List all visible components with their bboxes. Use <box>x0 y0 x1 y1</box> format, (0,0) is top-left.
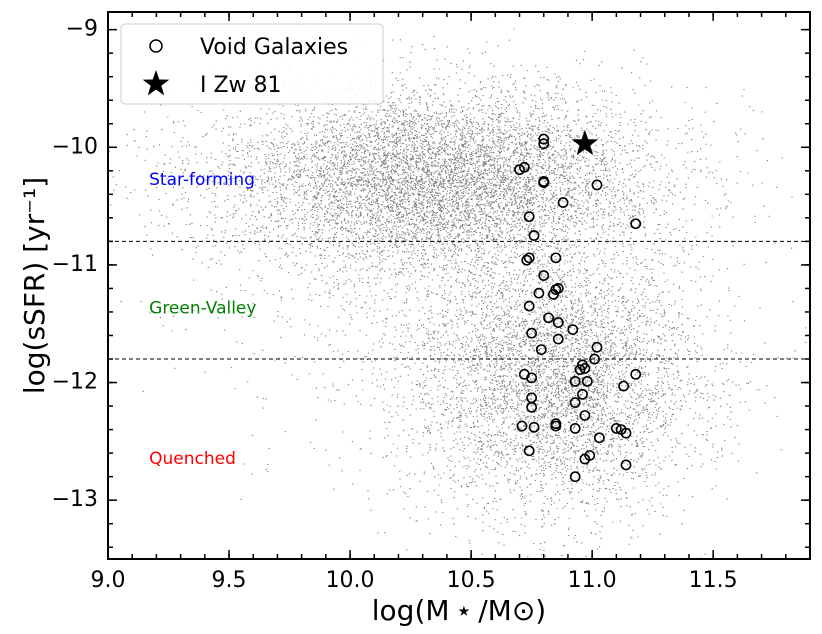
void-galaxy-point <box>523 445 535 457</box>
void-galaxy-point <box>518 161 530 173</box>
y-tick-label: −10 <box>52 134 98 159</box>
izw81-marker <box>571 129 599 156</box>
void-galaxy-point <box>523 252 535 264</box>
region-label: Quenched <box>149 449 236 469</box>
background-galaxy-points <box>108 24 807 559</box>
void-galaxy-point <box>523 211 535 223</box>
void-galaxy-point <box>528 421 540 433</box>
x-tick-label: 9.5 <box>212 568 247 593</box>
void-galaxy-markers <box>514 133 642 483</box>
y-tick-label: −13 <box>52 487 98 512</box>
region-labels: Star-forming Green-Valley Quenched <box>149 170 256 469</box>
y-tick-labels: −9 −10 −11 −12 −13 <box>52 17 98 513</box>
void-galaxy-point <box>594 432 605 444</box>
y-axis-label: log(sSFR) [yr⁻¹] <box>18 177 51 394</box>
x-tick-label: 9.0 <box>91 568 126 593</box>
void-galaxy-point <box>557 197 569 208</box>
void-galaxy-point <box>569 397 581 408</box>
void-galaxy-point <box>579 363 591 374</box>
void-galaxy-point <box>538 138 550 150</box>
legend-star-icon <box>142 70 170 96</box>
void-galaxy-point <box>526 327 538 339</box>
void-galaxy-point <box>552 317 564 328</box>
legend-label-izw81: I Zw 81 <box>200 73 282 98</box>
threshold-lines <box>108 240 810 360</box>
void-galaxy-point <box>574 364 586 376</box>
legend-label-void-galaxies: Void Galaxies <box>200 35 348 60</box>
void-galaxy-point <box>538 270 550 281</box>
legend: Void Galaxies I Zw 81 <box>120 23 384 105</box>
void-galaxy-point <box>516 420 528 432</box>
x-tick-label: 10.0 <box>326 568 375 593</box>
void-galaxy-point <box>589 353 600 365</box>
legend-void-marker <box>149 39 163 53</box>
x-axis-label: log(M ⋆ /M⊙) <box>372 594 546 627</box>
void-galaxy-point <box>630 218 642 230</box>
void-galaxy-point <box>523 300 535 312</box>
izw81-star <box>571 129 599 156</box>
void-galaxy-point <box>591 341 603 353</box>
void-galaxy-point <box>567 324 579 336</box>
void-galaxy-point <box>610 423 622 434</box>
void-galaxy-point <box>526 392 538 404</box>
y-tick-label: −12 <box>52 370 98 395</box>
void-galaxy-point <box>538 175 550 187</box>
void-galaxy-point <box>618 380 630 392</box>
void-galaxy-point <box>569 471 581 483</box>
background-points-path <box>108 24 807 559</box>
void-galaxy-point <box>533 287 545 299</box>
void-galaxy-point <box>630 368 642 380</box>
legend-box <box>120 23 384 105</box>
void-galaxy-point <box>620 459 632 471</box>
x-tick-label: 10.5 <box>447 568 496 593</box>
void-galaxy-point <box>528 230 540 241</box>
void-galaxy-point <box>550 252 562 264</box>
y-tick-label: −11 <box>52 252 98 277</box>
void-galaxy-point <box>569 423 581 434</box>
void-galaxy-point <box>526 372 538 384</box>
void-galaxy-point <box>552 333 564 345</box>
void-galaxy-point <box>538 133 550 145</box>
void-galaxy-point <box>591 179 603 191</box>
region-label: Green-Valley <box>149 298 256 318</box>
void-galaxy-point <box>550 420 562 432</box>
void-galaxy-point <box>620 427 632 439</box>
void-galaxy-point <box>543 312 554 324</box>
void-galaxy-point <box>579 453 591 465</box>
x-tick-label: 11.0 <box>568 568 617 593</box>
y-tick-label: −9 <box>66 17 98 42</box>
plot-frame <box>107 11 811 560</box>
region-label: Star-forming <box>149 170 255 190</box>
x-tick-labels: 9.0 9.5 10.0 10.5 11.0 11.5 <box>91 568 738 593</box>
void-galaxy-point <box>579 410 591 421</box>
void-galaxy-point <box>526 401 538 413</box>
void-galaxy-point <box>548 288 559 300</box>
void-galaxy-point <box>569 375 581 387</box>
x-tick-label: 11.5 <box>689 568 738 593</box>
void-galaxy-point <box>535 344 547 356</box>
void-galaxy-point <box>521 254 533 266</box>
void-galaxy-point <box>577 388 588 400</box>
void-galaxy-point <box>581 375 593 387</box>
